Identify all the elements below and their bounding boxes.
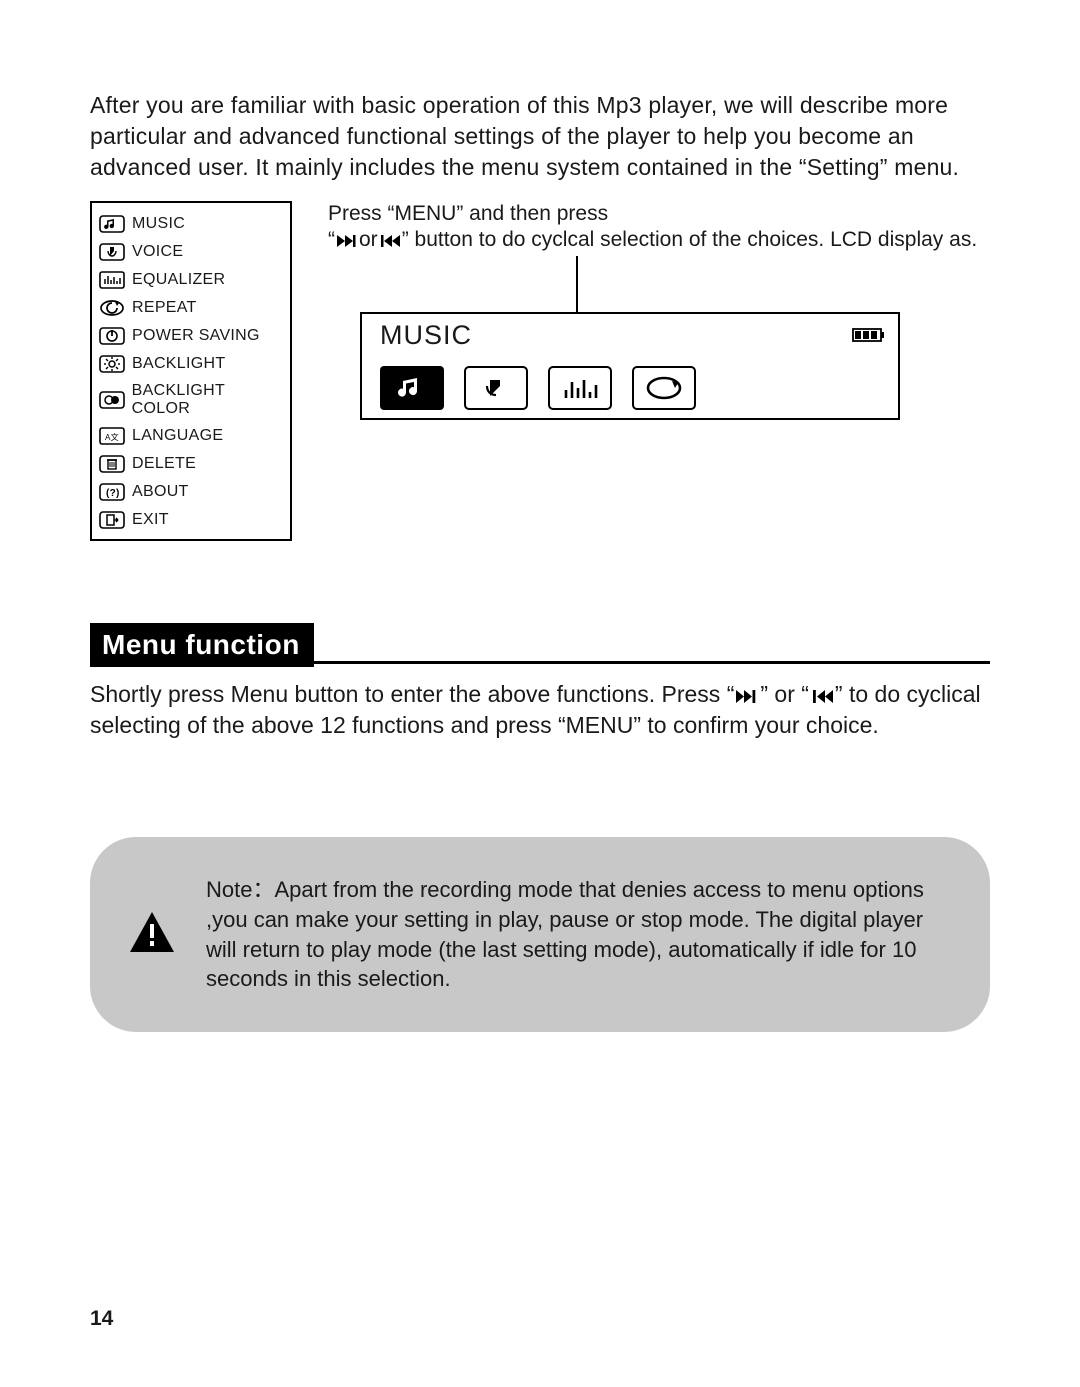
lcd-music-icon xyxy=(380,366,444,410)
menu-function-paragraph: Shortly press Menu button to enter the a… xyxy=(90,679,990,741)
menu-item-exit: EXIT xyxy=(98,506,286,534)
equalizer-icon xyxy=(98,270,126,290)
svg-text:A文: A文 xyxy=(105,432,119,442)
menu-item-power-saving: POWER SAVING xyxy=(98,322,286,350)
language-icon: A文 xyxy=(98,426,126,446)
repeat-icon xyxy=(98,298,126,318)
menu-item-label: EQUALIZER xyxy=(132,271,225,289)
exit-icon xyxy=(98,510,126,530)
note-box: Note：Apart from the recording mode that … xyxy=(90,837,990,1032)
page-number: 14 xyxy=(90,1307,113,1331)
menu-item-label: REPEAT xyxy=(132,299,197,317)
menu-item-label: DELETE xyxy=(132,455,196,473)
pointer-line xyxy=(576,256,578,312)
warning-icon xyxy=(128,910,176,959)
rewind-icon xyxy=(809,681,835,707)
menu-item-label: LANGUAGE xyxy=(132,427,223,445)
intro-paragraph: After you are familiar with basic operat… xyxy=(90,90,990,183)
lcd-equalizer-icon xyxy=(548,366,612,410)
lcd-voice-icon xyxy=(464,366,528,410)
section-heading: Menu function xyxy=(90,623,990,667)
battery-icon xyxy=(852,327,886,343)
lcd-title: MUSIC xyxy=(380,320,472,351)
menu-item-label: VOICE xyxy=(132,243,183,261)
menu-item-label: BACKLIGHT xyxy=(132,355,225,373)
menu-item-label: EXIT xyxy=(132,511,169,529)
lcd-display-diagram: MUSIC xyxy=(360,312,900,420)
color-icon xyxy=(98,390,126,410)
delete-icon xyxy=(98,454,126,474)
backlight-icon xyxy=(98,354,126,374)
menu-item-label: BACKLIGHT COLOR xyxy=(132,382,286,418)
menu-item-music: MUSIC xyxy=(98,210,286,238)
lcd-repeat-icon xyxy=(632,366,696,410)
menu-item-backlight-color: BACKLIGHT COLOR xyxy=(98,378,286,422)
menu-item-repeat: REPEAT xyxy=(98,294,286,322)
menu-item-label: POWER SAVING xyxy=(132,327,260,345)
menu-item-equalizer: EQUALIZER xyxy=(98,266,286,294)
menu-item-label: MUSIC xyxy=(132,215,185,233)
power-icon xyxy=(98,326,126,346)
press-menu-instruction: Press “MENU” and then press “or” button … xyxy=(328,201,990,254)
menu-item-delete: DELETE xyxy=(98,450,286,478)
menu-item-label: ABOUT xyxy=(132,483,189,501)
menu-item-language: A文 LANGUAGE xyxy=(98,422,286,450)
music-note-icon xyxy=(98,214,126,234)
fast-forward-icon xyxy=(734,681,760,707)
fast-forward-icon xyxy=(335,228,359,251)
menu-item-backlight: BACKLIGHT xyxy=(98,350,286,378)
menu-item-about: (?) ABOUT xyxy=(98,478,286,506)
about-icon: (?) xyxy=(98,482,126,502)
note-text: Note：Apart from the recording mode that … xyxy=(206,875,944,994)
menu-and-instruction-row: MUSIC VOICE EQUALIZER REPEAT xyxy=(90,201,990,541)
section-heading-label: Menu function xyxy=(90,623,314,667)
svg-text:(?): (?) xyxy=(106,488,120,499)
microphone-icon xyxy=(98,242,126,262)
rewind-icon xyxy=(378,228,402,251)
menu-item-voice: VOICE xyxy=(98,238,286,266)
settings-menu-list: MUSIC VOICE EQUALIZER REPEAT xyxy=(90,201,292,541)
